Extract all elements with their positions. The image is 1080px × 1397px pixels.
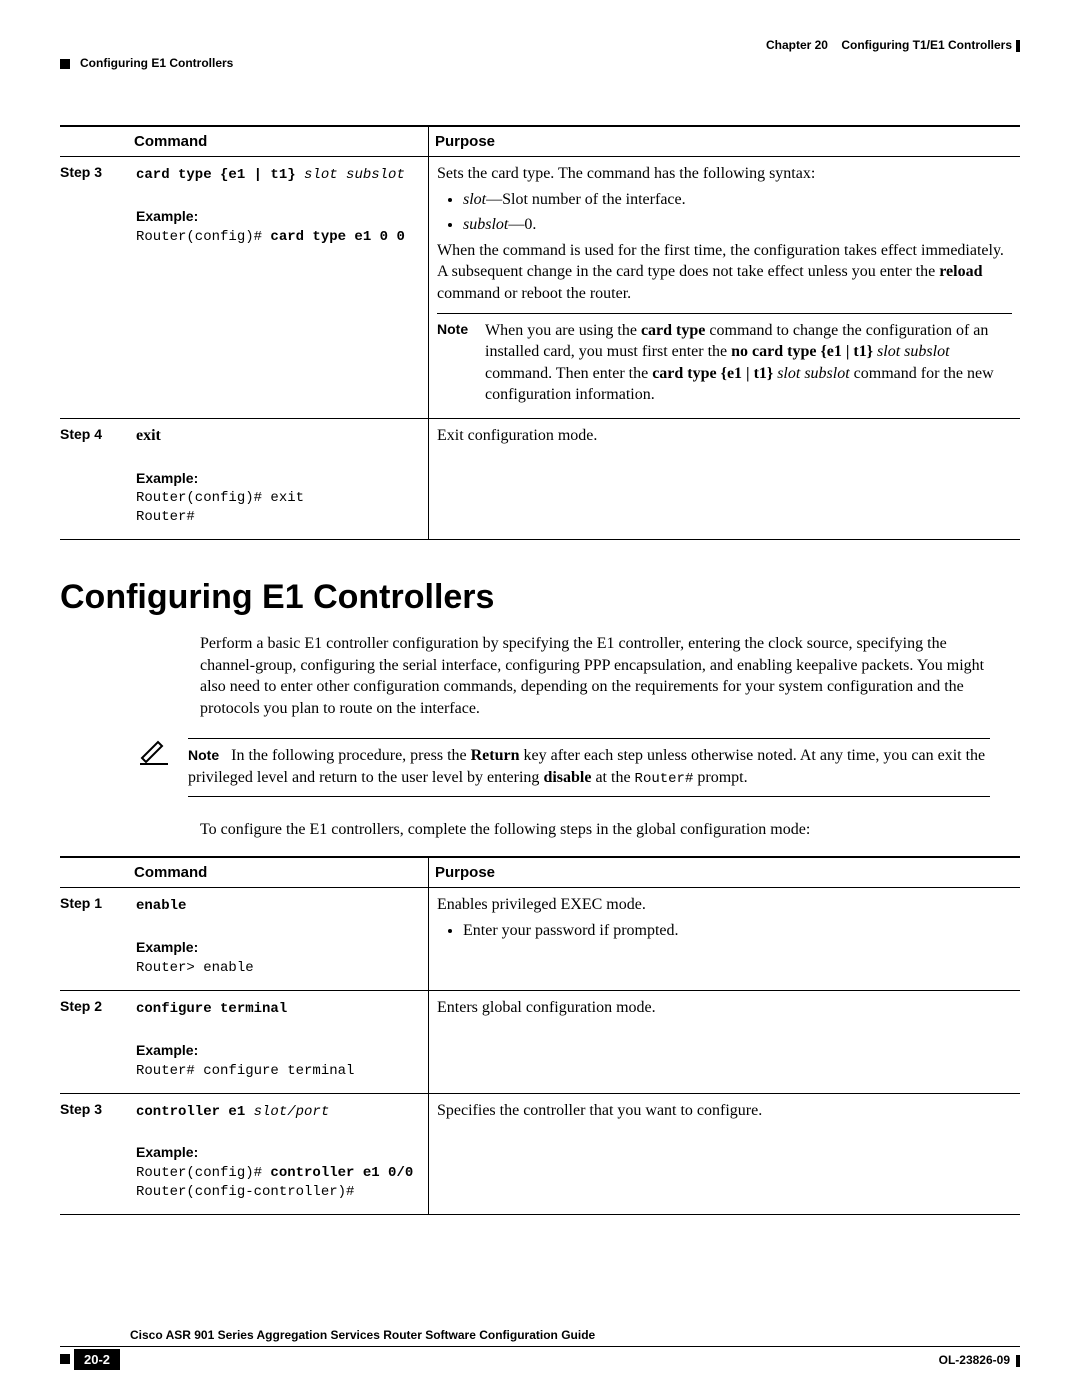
running-header-right: Chapter 20 Configuring T1/E1 Controllers [766, 38, 1020, 52]
purpose-cell: Specifies the controller that you want t… [429, 1093, 1021, 1215]
step-label: Step 4 [60, 418, 128, 539]
command-table-1: Command Purpose Step 3 card type {e1 | t… [60, 125, 1020, 540]
example-code: Router(config)# card type e1 0 0 [136, 228, 420, 247]
purpose-cell: Enters global configuration mode. [429, 990, 1021, 1093]
footer-square-icon [60, 1354, 70, 1364]
step-label: Step 2 [60, 990, 128, 1093]
command-table-2: Command Purpose Step 1 enable Example: R… [60, 856, 1020, 1215]
purpose-cell: Sets the card type. The command has the … [429, 157, 1021, 419]
note-block: NoteIn the following procedure, press th… [138, 738, 990, 797]
purpose-cell: Exit configuration mode. [429, 418, 1021, 539]
lead-in: To configure the E1 controllers, complet… [200, 819, 990, 841]
command-cell: controller e1 slot/port Example: Router(… [128, 1093, 429, 1215]
doc-id: OL-23826-09 [939, 1353, 1020, 1367]
inline-note: Note When you are using the card type co… [437, 313, 1012, 406]
command-cell: enable Example: Router> enable [128, 888, 429, 991]
running-header-left: Configuring E1 Controllers [60, 56, 233, 70]
command-cell: card type {e1 | t1} slot subslot Example… [128, 157, 429, 419]
command-cell: exit Example: Router(config)# exit Route… [128, 418, 429, 539]
page-footer: Cisco ASR 901 Series Aggregation Service… [60, 1328, 1020, 1369]
intro-paragraph: Perform a basic E1 controller configurat… [200, 633, 990, 719]
page-number-badge: 20-2 [74, 1349, 120, 1370]
col-purpose: Purpose [429, 126, 1021, 157]
section-name: Configuring E1 Controllers [80, 56, 233, 70]
section-heading: Configuring E1 Controllers [60, 578, 1020, 617]
pencil-icon [138, 738, 188, 766]
header-square-icon [60, 59, 70, 69]
step-label: Step 1 [60, 888, 128, 991]
col-command: Command [128, 857, 429, 888]
command-cell: configure terminal Example: Router# conf… [128, 990, 429, 1093]
chapter-title: Configuring T1/E1 Controllers [841, 38, 1012, 52]
col-command: Command [128, 126, 429, 157]
step-label: Step 3 [60, 157, 128, 419]
chapter-number: Chapter 20 [766, 38, 828, 52]
step-label: Step 3 [60, 1093, 128, 1215]
col-purpose: Purpose [429, 857, 1021, 888]
purpose-cell: Enables privileged EXEC mode. Enter your… [429, 888, 1021, 991]
footer-guide-title: Cisco ASR 901 Series Aggregation Service… [130, 1328, 1020, 1342]
